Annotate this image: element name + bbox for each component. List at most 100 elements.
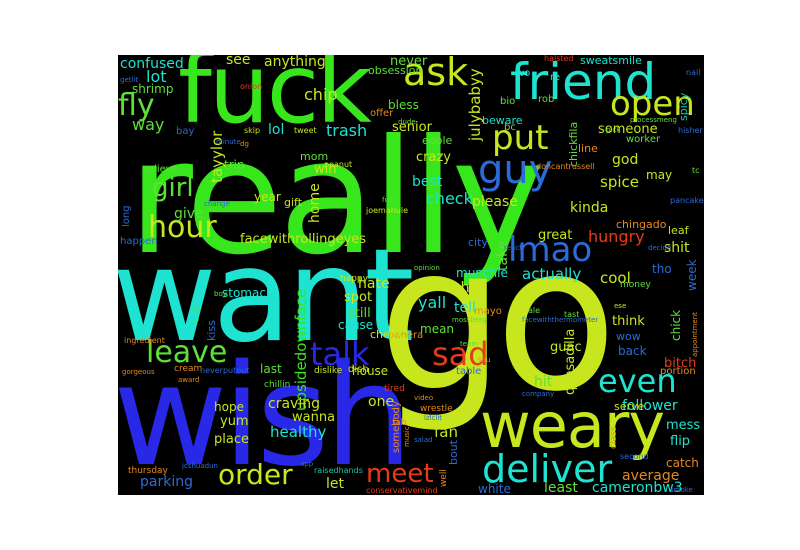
word-last: last: [260, 362, 282, 376]
word-spicy: spicy: [677, 92, 690, 121]
word-deliver: deliver: [482, 447, 613, 491]
word-house: house: [352, 364, 389, 378]
word-ask: ask: [403, 55, 469, 94]
word-city: city: [468, 236, 488, 249]
word-yum: yum: [220, 414, 249, 429]
word-leaf: leaf: [668, 224, 689, 237]
word-hit: hit: [534, 374, 553, 390]
word-trash: trash: [326, 121, 368, 140]
word-ese: ese: [614, 302, 627, 310]
word-anything: anything: [264, 55, 326, 70]
word-friend: friend: [510, 55, 657, 111]
word-crazy: crazy: [416, 150, 451, 165]
word-facewithrollingeyes: facewithrollingeyes: [240, 232, 367, 247]
word-nail: nail: [686, 68, 701, 77]
word-app: app: [300, 460, 314, 468]
word-week: week: [685, 259, 699, 291]
word-onion: onion: [240, 82, 263, 91]
word-opinion: opinion: [414, 264, 440, 272]
word-chick: chick: [669, 309, 683, 341]
word-check: check: [426, 189, 473, 208]
word-give: give: [174, 206, 204, 222]
word-lmao: lmao: [508, 230, 593, 270]
word-wow: wow: [616, 330, 641, 343]
word-neverputout: neverputout: [200, 366, 250, 375]
word-trip: trip: [224, 158, 245, 172]
word-class: class: [609, 426, 619, 449]
word-thursday: thursday: [128, 466, 168, 476]
word-catch: catch: [666, 456, 699, 470]
word-conservativemind: conservativemind: [366, 486, 438, 495]
word-julybabyy: julybabyy: [466, 68, 484, 141]
word-wo: wo: [516, 68, 531, 79]
word-god: god: [612, 152, 639, 168]
word-skip: skip: [244, 126, 261, 135]
word-tast: tast: [564, 310, 580, 319]
word-mayo: mayo: [474, 306, 502, 317]
word-oh: oh: [452, 280, 470, 296]
word-company: company: [522, 390, 555, 398]
word-video: video: [414, 394, 434, 402]
word-gorgeous: gorgeous: [122, 368, 155, 376]
word-average: average: [622, 468, 680, 484]
word-hisher: hisher: [678, 126, 703, 135]
word-healthy: healthy: [270, 423, 327, 441]
word-quesadilla: quesadilla: [563, 328, 578, 395]
word-spot: spot: [344, 290, 373, 305]
word-decide: decide: [648, 244, 672, 252]
word-doncantrussell: doncantrussell: [536, 162, 595, 171]
word-confused: confused: [120, 56, 184, 72]
word-may: may: [646, 168, 673, 182]
word-processmeng: processmeng: [630, 116, 677, 124]
word-talk: talk: [310, 335, 370, 373]
word-way: way: [132, 115, 165, 134]
word-money: money: [620, 280, 651, 290]
word-go: go: [378, 203, 617, 436]
word-bless: bless: [388, 98, 419, 112]
word-fan: fan: [434, 423, 458, 441]
word-portion: portion: [660, 366, 696, 377]
word-tell: tell: [454, 300, 476, 316]
word-even: even: [598, 362, 677, 400]
word-ingredient: ingredient: [124, 336, 165, 345]
word-back: back: [618, 344, 647, 358]
word-fab: fab: [392, 418, 407, 428]
word-someone: someone: [598, 122, 658, 137]
word-lol: lol: [268, 122, 285, 138]
word-home: home: [307, 183, 323, 223]
word-reach: reach: [504, 244, 524, 252]
word-chingado: chingado: [616, 218, 667, 231]
word-mean: mean: [420, 322, 455, 336]
word-dg: dg: [240, 140, 249, 148]
word-stomach: stomach: [222, 286, 274, 300]
word-serve: serve: [614, 400, 645, 413]
word-mossberg: mossberg: [452, 316, 487, 324]
word-place: place: [214, 432, 249, 447]
word-lot: lot: [146, 67, 167, 86]
word-let: let: [326, 476, 344, 492]
word-parking: parking: [140, 474, 193, 490]
word-pancake: pancake: [670, 196, 704, 205]
word-tired: tired: [384, 384, 405, 394]
word-salad: salad: [414, 436, 433, 444]
word-happy: happy: [340, 274, 368, 284]
word-boy: boy: [214, 290, 227, 298]
word-gift: gift: [284, 196, 303, 209]
word-obsession: obsession: [368, 64, 423, 77]
word-think: think: [612, 314, 645, 329]
word-fly: fly: [118, 88, 155, 123]
word-bio: bio: [500, 96, 516, 107]
word-team: team: [460, 340, 479, 348]
word-pick: pick: [606, 126, 621, 134]
word-best: best: [412, 174, 443, 190]
word-senior: senior: [392, 120, 432, 135]
word-bout: bout: [447, 440, 460, 465]
word-tc: tc: [692, 166, 700, 175]
word-rob: rob: [538, 94, 555, 105]
word-want: want: [118, 222, 414, 371]
word-follower: follower: [622, 398, 678, 414]
word-joemanule: joemanule: [366, 206, 409, 215]
word-award: award: [178, 376, 200, 384]
word-happen: happen: [120, 236, 158, 247]
word-cheek: cheek: [370, 328, 403, 341]
